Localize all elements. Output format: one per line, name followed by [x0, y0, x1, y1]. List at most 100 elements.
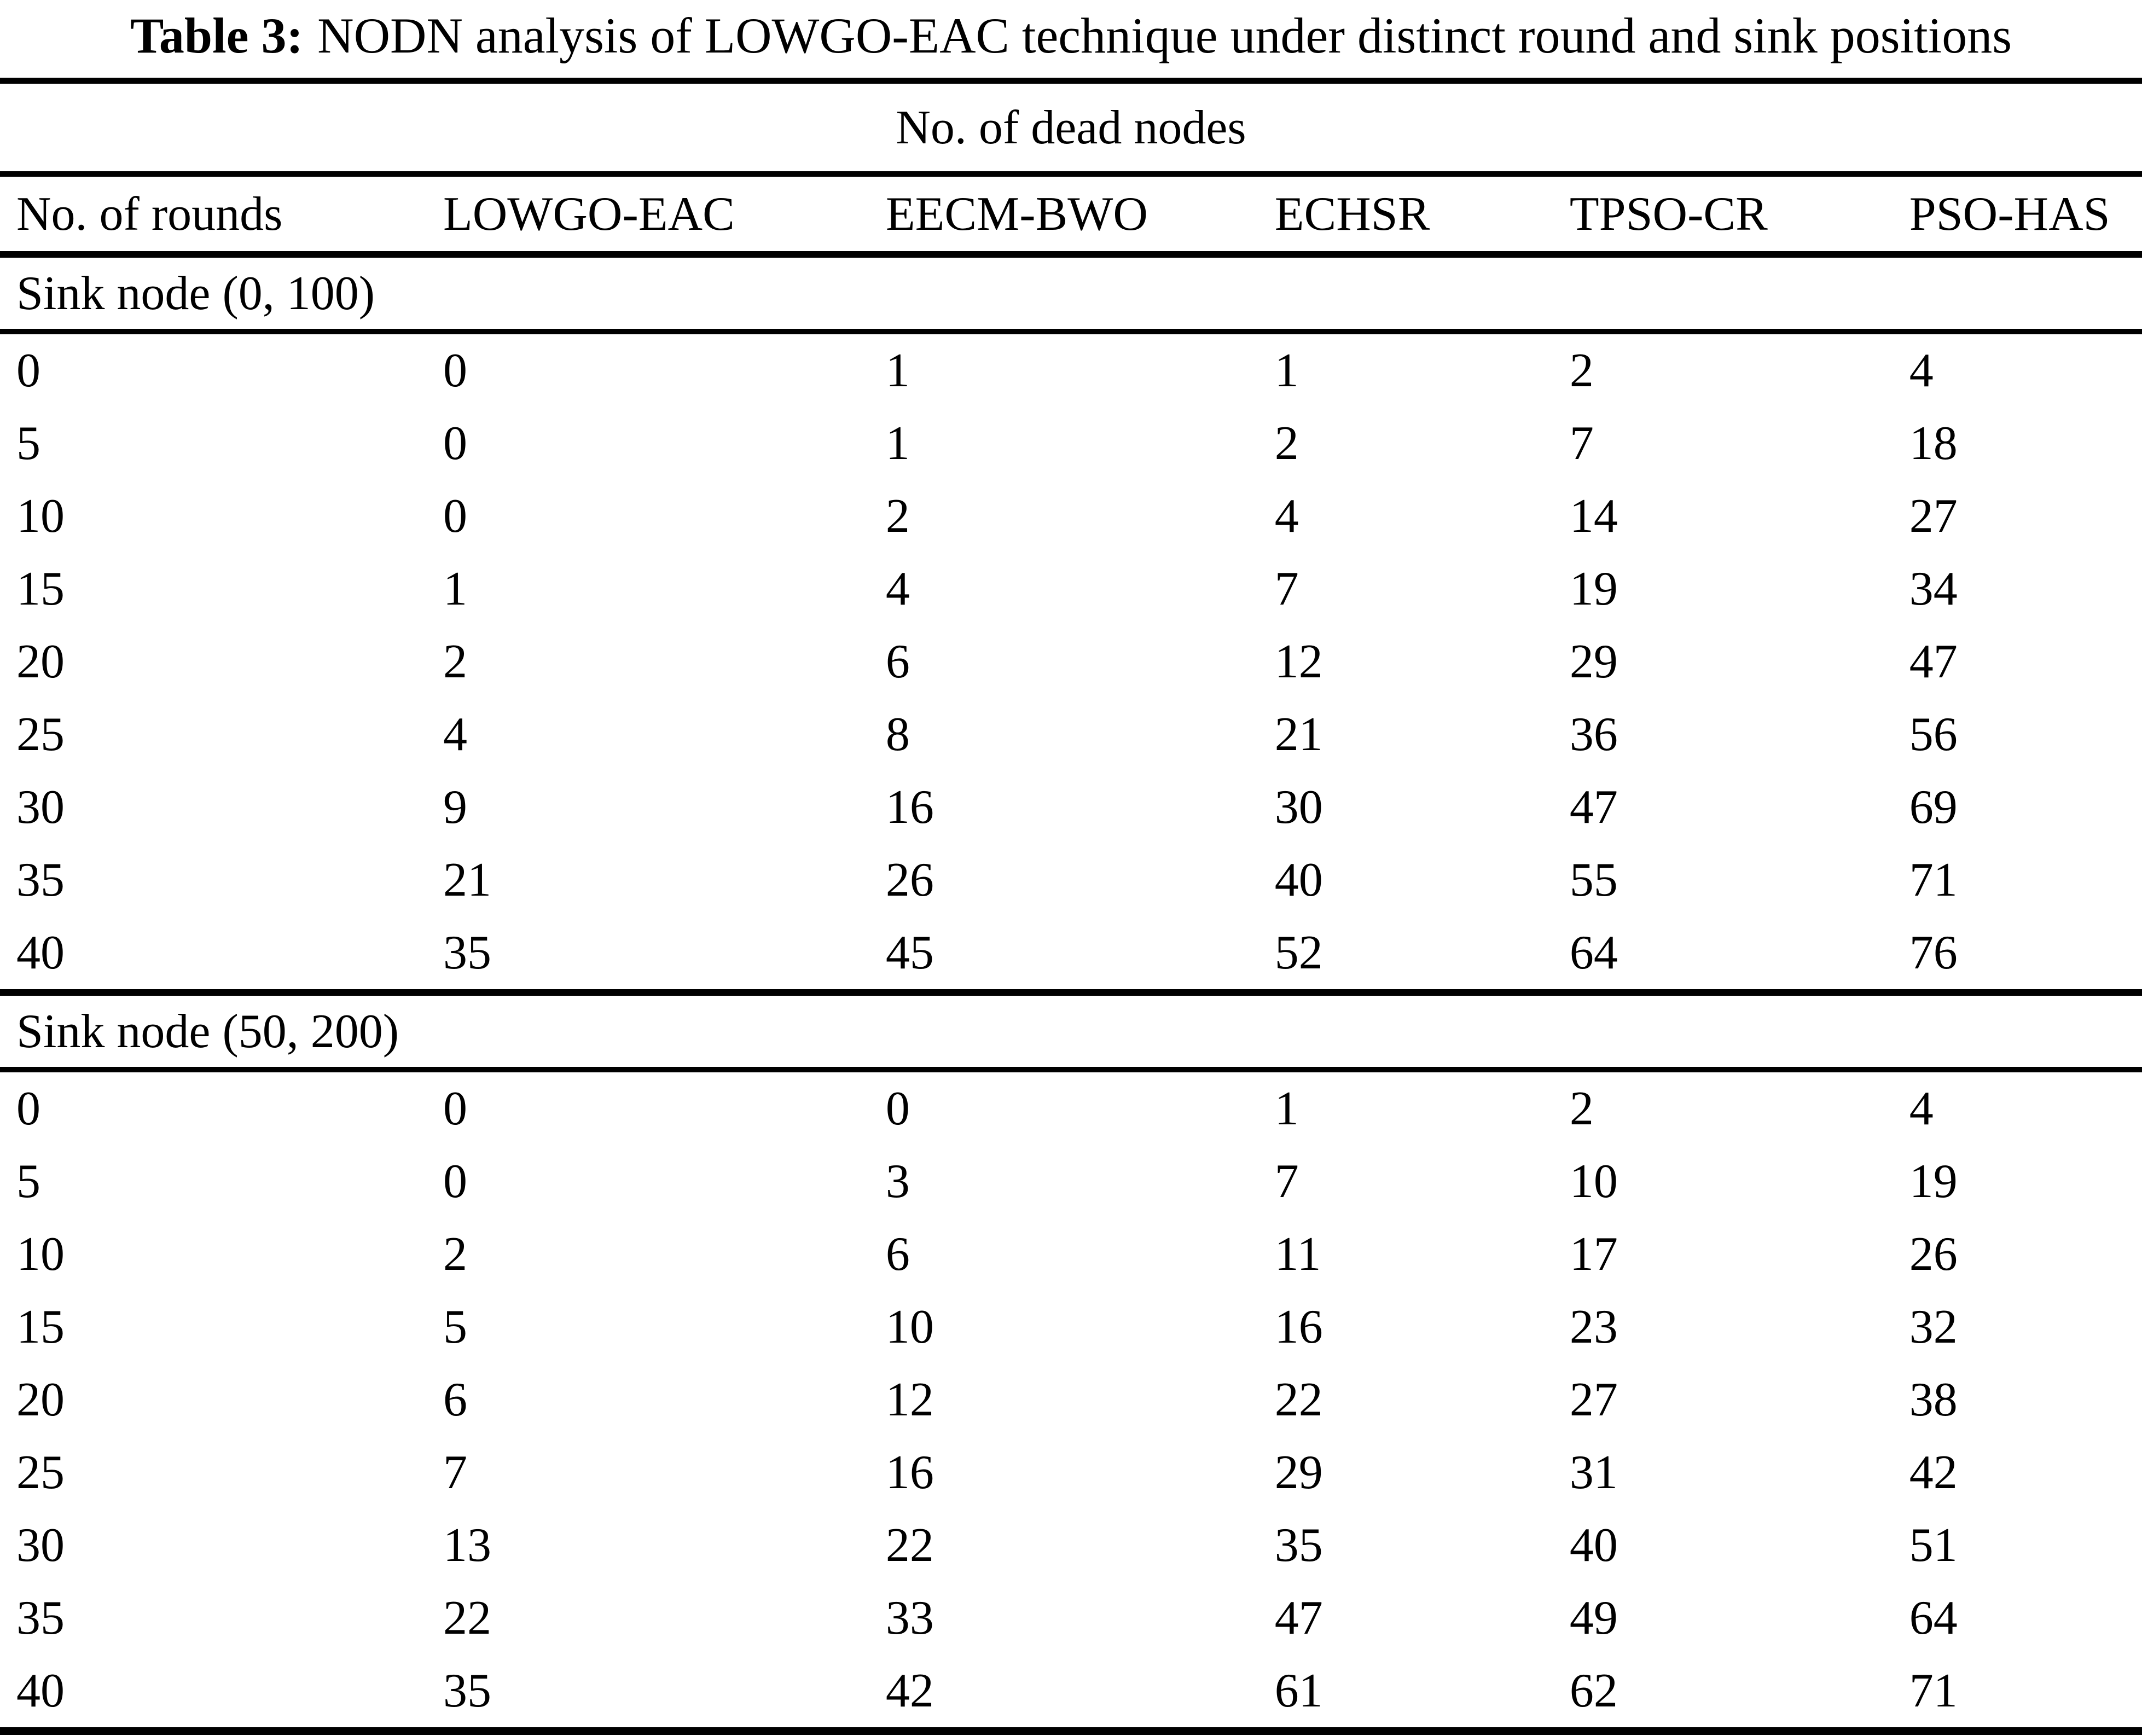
value-cell: 0 [885, 1082, 910, 1135]
data-row: 20 2 6 12 29 47 [0, 625, 2142, 698]
data-row: 30 9 16 30 47 69 [0, 771, 2142, 844]
value-cell: 2 [885, 490, 910, 543]
value-cell: 31 [1569, 1446, 1618, 1499]
value-cell: 64 [1569, 926, 1618, 979]
value-cell: 7 [443, 1446, 467, 1499]
value-cell: 2 [443, 1228, 467, 1281]
round-cell: 0 [16, 1082, 40, 1135]
data-row: 0 0 0 1 2 4 [0, 1070, 2142, 1145]
data-row: 35 21 26 40 55 71 [0, 844, 2142, 916]
value-cell: 3 [885, 1155, 910, 1208]
value-cell: 0 [443, 417, 467, 470]
value-cell: 33 [885, 1592, 934, 1645]
value-cell: 2 [443, 635, 467, 688]
round-cell: 10 [16, 490, 65, 543]
data-row: 25 7 16 29 31 42 [0, 1436, 2142, 1509]
value-cell: 1 [1274, 1082, 1299, 1135]
round-cell: 10 [16, 1228, 65, 1281]
value-cell: 1 [443, 562, 467, 616]
value-cell: 12 [885, 1373, 934, 1426]
nodn-table: No. of dead nodes No. of rounds LOWGO-EA… [0, 78, 2142, 1735]
value-cell: 27 [1569, 1373, 1618, 1426]
value-cell: 18 [1909, 417, 1958, 470]
value-cell: 47 [1274, 1592, 1323, 1645]
value-cell: 45 [885, 926, 934, 979]
round-cell: 15 [16, 1300, 65, 1354]
data-row: 20 6 12 22 27 38 [0, 1363, 2142, 1436]
value-cell: 2 [1569, 344, 1594, 397]
col-header-echsr: ECHSR [1274, 174, 1570, 258]
value-cell: 29 [1274, 1446, 1323, 1499]
value-cell: 35 [443, 926, 491, 979]
round-cell: 40 [16, 926, 65, 979]
section-header: Sink node (50, 200) [0, 989, 2142, 1072]
col-header-eecm-bwo: EECM-BWO [885, 174, 1275, 258]
round-cell: 35 [16, 1592, 65, 1645]
round-cell: 30 [16, 1519, 65, 1572]
value-cell: 21 [443, 854, 491, 907]
round-cell: 0 [16, 344, 40, 397]
value-cell: 49 [1569, 1592, 1618, 1645]
value-cell: 34 [1909, 562, 1958, 616]
value-cell: 64 [1909, 1592, 1958, 1645]
value-cell: 69 [1909, 781, 1958, 834]
value-cell: 1 [1274, 344, 1299, 397]
value-cell: 4 [1909, 344, 1934, 397]
value-cell: 4 [443, 708, 467, 761]
value-cell: 11 [1274, 1228, 1321, 1281]
data-row: 10 2 6 11 17 26 [0, 1218, 2142, 1291]
round-cell: 25 [16, 708, 65, 761]
value-cell: 0 [443, 490, 467, 543]
value-cell: 0 [443, 1082, 467, 1135]
value-cell: 6 [443, 1373, 467, 1426]
table-section: Sink node (50, 200) 0 0 0 1 2 4 5 0 3 7 10 19 10 2 6 11 1… [0, 989, 2142, 1731]
table-caption-label: Table 3: [130, 8, 304, 63]
data-row: 0 0 1 1 2 4 [0, 332, 2142, 407]
value-cell: 13 [443, 1519, 491, 1572]
value-cell: 47 [1569, 781, 1618, 834]
table-caption: Table 3: NODN analysis of LOWGO-EAC tech… [0, 0, 2142, 78]
value-cell: 47 [1909, 635, 1958, 688]
value-cell: 17 [1569, 1228, 1618, 1281]
value-cell: 16 [885, 1446, 934, 1499]
round-cell: 20 [16, 635, 65, 688]
value-cell: 52 [1274, 926, 1323, 979]
value-cell: 5 [443, 1300, 467, 1354]
value-cell: 23 [1569, 1300, 1618, 1354]
section-header-row: Sink node (0, 100) [0, 254, 2142, 334]
value-cell: 0 [443, 1155, 467, 1208]
value-cell: 0 [443, 344, 467, 397]
data-row: 10 0 2 4 14 27 [0, 480, 2142, 553]
section-header-row: Sink node (50, 200) [0, 989, 2142, 1072]
round-cell: 25 [16, 1446, 65, 1499]
value-cell: 8 [885, 708, 910, 761]
value-cell: 6 [885, 1228, 910, 1281]
value-cell: 40 [1569, 1519, 1618, 1572]
col-header-pso-has: PSO-HAS [1909, 174, 2142, 258]
section-header: Sink node (0, 100) [0, 254, 2142, 334]
value-cell: 35 [1274, 1519, 1323, 1572]
value-cell: 2 [1569, 1082, 1594, 1135]
data-row: 30 13 22 35 40 51 [0, 1509, 2142, 1582]
value-cell: 42 [885, 1664, 934, 1717]
value-cell: 22 [1274, 1373, 1323, 1426]
value-cell: 42 [1909, 1446, 1958, 1499]
round-cell: 15 [16, 562, 65, 616]
value-cell: 56 [1909, 708, 1958, 761]
col-header-lowgo-eac: LOWGO-EAC [443, 174, 886, 258]
value-cell: 7 [1569, 417, 1594, 470]
value-cell: 7 [1274, 562, 1299, 616]
data-row: 40 35 45 52 64 76 [0, 916, 2142, 992]
value-cell: 12 [1274, 635, 1323, 688]
value-cell: 26 [885, 854, 934, 907]
value-cell: 51 [1909, 1519, 1958, 1572]
span-header-row: No. of dead nodes [0, 80, 2142, 177]
value-cell: 22 [885, 1519, 934, 1572]
value-cell: 27 [1909, 490, 1958, 543]
data-row: 5 0 1 2 7 18 [0, 407, 2142, 480]
value-cell: 4 [885, 562, 910, 616]
round-cell: 30 [16, 781, 65, 834]
value-cell: 71 [1909, 854, 1958, 907]
value-cell: 38 [1909, 1373, 1958, 1426]
value-cell: 30 [1274, 781, 1323, 834]
